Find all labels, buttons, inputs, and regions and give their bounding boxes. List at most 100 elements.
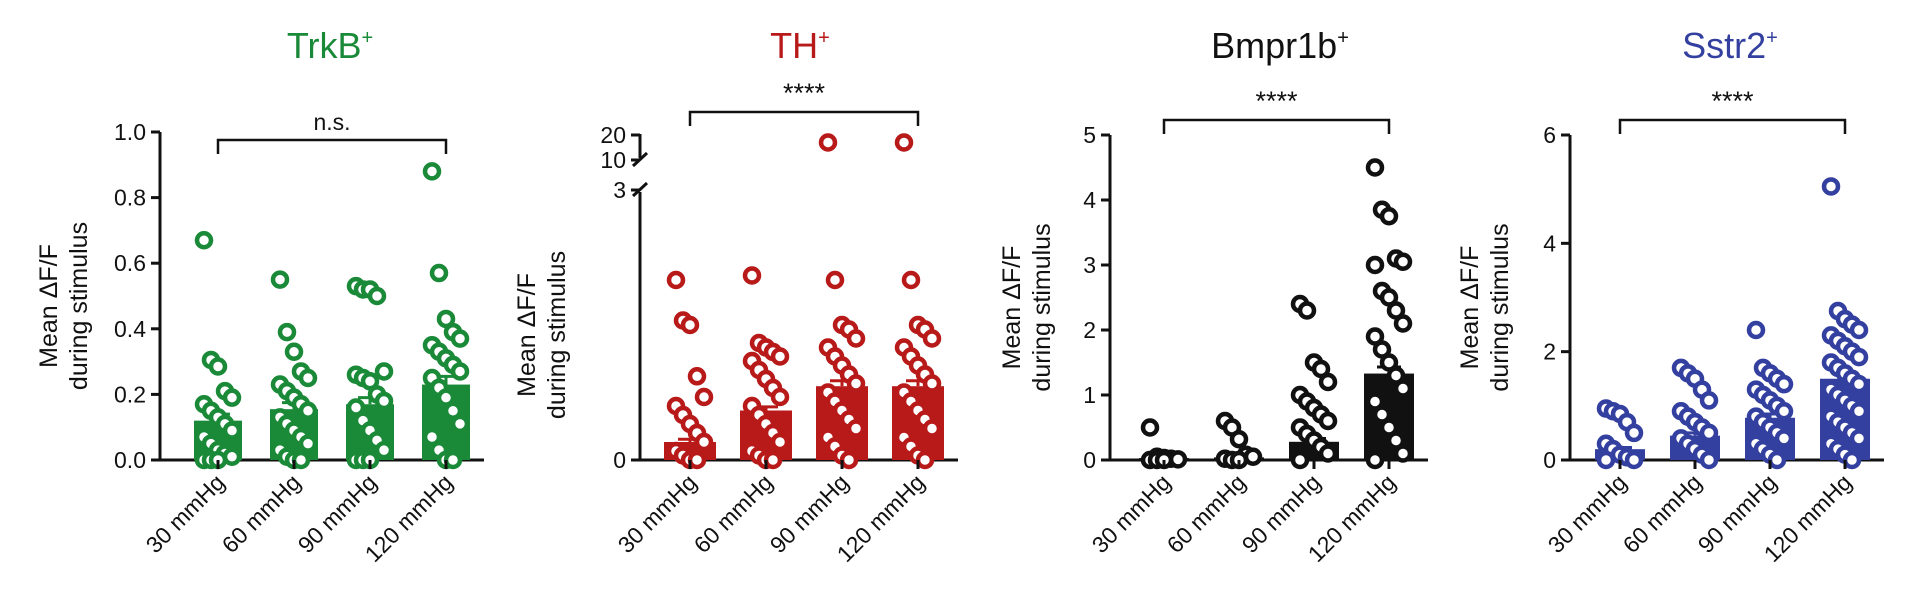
data-point [450, 414, 470, 434]
y-tick-label: 3 [1083, 252, 1096, 278]
significance-label: **** [1255, 86, 1298, 116]
y-tick-label: 0.6 [114, 250, 146, 276]
y-tick-label: 0.4 [114, 316, 146, 342]
y-tick-label: 3 [613, 177, 626, 203]
y-axis-label: Mean ΔF/F during stimulus [513, 251, 571, 419]
y-axis-label-line1: Mean ΔF/F [1456, 246, 1484, 370]
data-point [436, 309, 456, 329]
y-axis-label-line1: Mean ΔF/F [513, 273, 541, 397]
data-point [1393, 314, 1413, 333]
data-point [298, 368, 318, 388]
chart-title-superscript: + [1337, 27, 1349, 49]
data-point [194, 230, 214, 250]
x-tick-label: 30 mmHg [141, 469, 230, 558]
chart-title-text: Bmpr1b [1211, 25, 1337, 66]
significance-label: **** [783, 78, 826, 108]
significance-label: n.s. [313, 109, 350, 135]
data-point [1849, 347, 1869, 367]
chart-title: Bmpr1b+ [1211, 25, 1349, 66]
chart-title-text: TrkB [287, 25, 362, 66]
data-point [1774, 374, 1794, 394]
data-point [277, 322, 297, 342]
data-point [374, 362, 394, 381]
y-tick-label: 1 [1083, 382, 1096, 408]
significance-bracket [688, 110, 920, 126]
y-tick-label: 2 [1083, 317, 1096, 343]
y-tick-label: 4 [1083, 187, 1096, 213]
data-point [1699, 450, 1719, 470]
data-point [367, 286, 387, 306]
x-tick-label: 30 mmHg [1087, 469, 1176, 558]
data-point [922, 374, 942, 393]
data-point [818, 133, 838, 152]
y-tick-label: 0.2 [114, 381, 146, 407]
chart-title-superscript: + [818, 27, 830, 49]
data-point [1767, 450, 1787, 470]
data-point [1318, 372, 1338, 392]
data-point [450, 362, 470, 381]
data-point [1393, 252, 1413, 271]
data-point [694, 387, 714, 407]
data-point [770, 347, 790, 366]
data-point [346, 398, 366, 417]
data-point [1821, 177, 1841, 196]
y-tick-label: 10 [600, 147, 626, 173]
y-axis-label-line1: Mean ΔF/F [998, 246, 1026, 370]
data-point [846, 419, 866, 438]
chart-panel-1: TrkB+ Mean ΔF/F during stimulus 0.0 0.2 0.4 0.… [35, 25, 484, 567]
x-tick-label: 60 mmHg [1618, 469, 1707, 558]
data-point [1849, 429, 1869, 448]
data-point [208, 357, 228, 376]
data-point [284, 342, 304, 362]
data-point [374, 440, 394, 460]
data-point [443, 450, 463, 470]
data-point [915, 450, 935, 470]
x-tick-label: 30 mmHg [613, 469, 702, 558]
data-point [436, 388, 456, 407]
y-axis-label-line1: Mean ΔF/F [35, 244, 63, 368]
data-point [270, 270, 290, 289]
data-point [901, 270, 921, 290]
x-tick-label: 60 mmHg [217, 469, 306, 558]
data-point [770, 387, 790, 407]
data-point [291, 450, 311, 470]
data-point [1842, 450, 1862, 470]
data-point [1229, 429, 1249, 449]
data-point [422, 162, 442, 181]
data-point [222, 421, 242, 440]
y-axis-label-line2: during stimulus [543, 251, 571, 419]
data-point [360, 372, 380, 391]
y-axis-label-line2: during stimulus [1486, 223, 1514, 391]
data-point [1849, 374, 1869, 394]
y-tick-label: 4 [1543, 230, 1556, 256]
chart-title-superscript: + [361, 27, 373, 49]
chart-title: Sstr2+ [1682, 25, 1778, 66]
data-point [839, 450, 859, 470]
data-point [1699, 391, 1719, 410]
significance-bracket [216, 138, 448, 154]
data-point [422, 427, 442, 447]
data-point [1365, 450, 1385, 470]
data-point [846, 329, 866, 348]
y-axis-label: Mean ΔF/F during stimulus [1456, 223, 1514, 391]
data-point [1379, 207, 1399, 226]
data-point [443, 401, 463, 421]
data-point [1365, 158, 1385, 177]
y-tick-label: 5 [1083, 122, 1096, 148]
data-point [770, 432, 790, 452]
x-tick-label: 60 mmHg [689, 469, 778, 558]
data-point [1140, 418, 1160, 437]
significance-label: **** [1711, 86, 1754, 116]
chart-title-text: Sstr2 [1682, 25, 1766, 66]
data-point [687, 367, 707, 386]
y-tick-label: 0 [613, 447, 626, 473]
y-axis-label-line2: during stimulus [1028, 223, 1056, 391]
data-point [1774, 429, 1794, 448]
data-point [1393, 379, 1413, 398]
data-point [1849, 402, 1869, 421]
data-point [846, 374, 866, 393]
data-point [694, 432, 714, 452]
y-axis-label: Mean ΔF/F during stimulus [998, 223, 1056, 391]
significance-bracket [1162, 118, 1391, 134]
